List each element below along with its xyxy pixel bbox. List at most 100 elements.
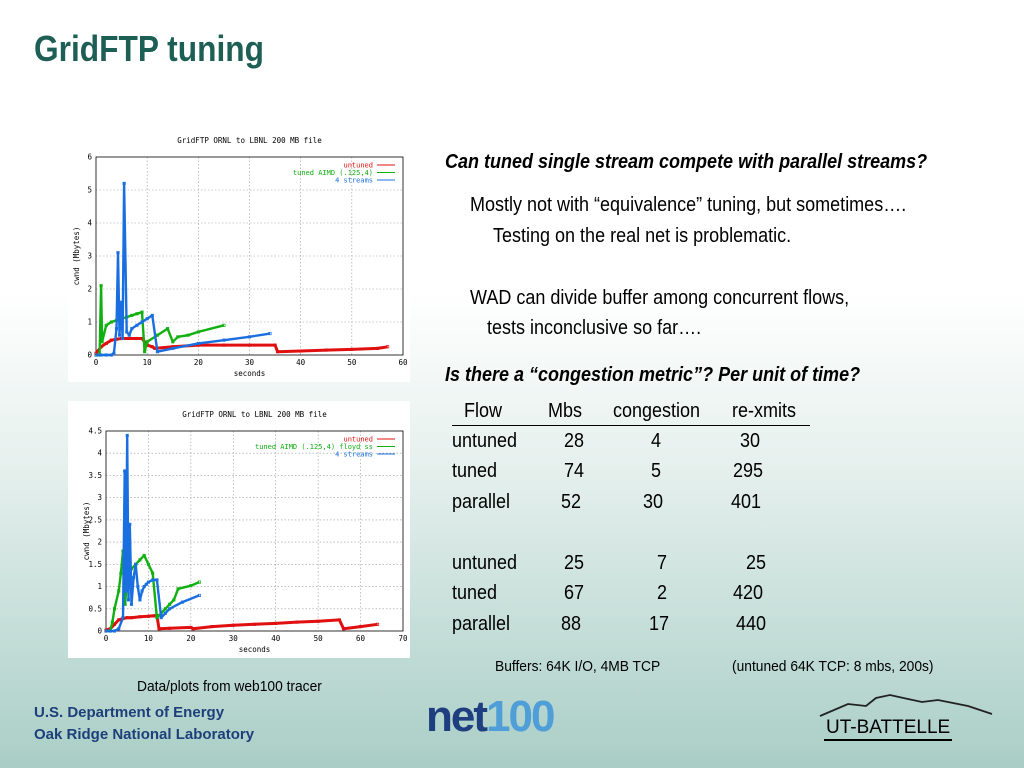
question-congestion: Is there a “congestion metric”? Per unit… — [445, 364, 861, 386]
series-2-point — [104, 323, 108, 327]
header-flow: Flow — [464, 400, 503, 422]
x-axis-label: seconds — [239, 645, 271, 654]
series-3-point — [140, 589, 144, 593]
series-1-point — [324, 348, 328, 352]
table-row-4-rexmits: 25 — [746, 552, 767, 574]
series-2-point — [119, 571, 123, 575]
x-tick-label: 10 — [144, 634, 154, 643]
table-row-3-flow: parallel — [452, 491, 511, 513]
series-3-point — [117, 627, 121, 631]
chart-title: GridFTP ORNL to LBNL 200 MB file — [177, 136, 322, 145]
series-3-point — [112, 629, 117, 633]
series-3-point — [222, 338, 226, 342]
series-1-point — [375, 346, 379, 350]
series-3-point — [132, 576, 136, 580]
series-3-point — [104, 629, 108, 633]
chart-2: GridFTP ORNL to LBNL 200 MB file 0 10 20 30 4… — [68, 401, 410, 658]
series-1-point — [276, 350, 280, 354]
series-2-point — [112, 607, 117, 611]
series-3-point — [150, 313, 154, 317]
series-1-point — [350, 347, 354, 351]
series-3-point — [128, 522, 132, 526]
series-3-point — [112, 351, 116, 355]
series-line-1 — [105, 613, 378, 632]
x-tick-label: 50 — [347, 358, 357, 367]
point2-line2: tests inconclusive so far…. — [487, 317, 702, 339]
series-3-point — [163, 611, 167, 615]
series-line-3 — [106, 434, 200, 633]
point2-line1: WAD can divide buffer among concurrent f… — [470, 287, 850, 309]
series-1-point — [109, 338, 113, 342]
table-row-4-mbs: 25 — [564, 552, 585, 574]
series-2-point — [197, 580, 201, 584]
x-tick-label: 40 — [296, 358, 306, 367]
series-3-point — [136, 585, 140, 589]
x-tick-label: 10 — [143, 358, 153, 367]
series-3-point — [121, 616, 125, 620]
y-tick-label: 2 — [87, 285, 92, 294]
series-3-point — [155, 350, 159, 354]
series-3-point — [168, 607, 172, 611]
series-3-point — [138, 598, 142, 602]
series-1-point — [157, 627, 161, 631]
series-3-point — [151, 578, 155, 582]
series-2-point — [172, 598, 176, 602]
series-3-point — [180, 600, 184, 604]
chart-title: GridFTP ORNL to LBNL 200 MB file — [182, 410, 327, 419]
series-1-point — [247, 343, 252, 347]
series-1-point — [222, 343, 226, 347]
series-3-point — [109, 353, 113, 357]
table-row-1-mbs: 28 — [564, 430, 585, 452]
y-tick-label: 4 — [87, 219, 92, 228]
y-tick-label: 5 — [87, 186, 92, 195]
series-3-point — [125, 330, 129, 334]
table-row-6-mbs: 88 — [561, 613, 582, 635]
table-row-4-flow: untuned — [452, 552, 518, 574]
series-line-3 — [96, 182, 271, 357]
legend-label-2: tuned AIMD (.125,4) floyd ss — [255, 443, 373, 451]
point1-line1: Mostly not with “equivalence” tuning, bu… — [470, 194, 907, 216]
table-header-rule — [452, 425, 810, 426]
series-2-point — [135, 312, 139, 316]
table-row-6-rexmits: 440 — [736, 613, 767, 635]
series-1-point — [146, 614, 150, 618]
ut-battelle-text: UT-BATTELLE — [824, 717, 953, 741]
buffers-note: Buffers: 64K I/O, 4MB TCP — [495, 658, 661, 675]
series-3-point — [127, 333, 131, 337]
series-3-point — [94, 353, 98, 357]
y-tick-label: 3 — [97, 493, 102, 502]
series-3-point — [135, 323, 139, 327]
series-1-point — [386, 345, 390, 349]
table-row-1-congestion: 4 — [651, 430, 662, 452]
x-tick-label: 20 — [194, 358, 204, 367]
series-3-point — [123, 469, 127, 473]
question-parallel: Can tuned single stream compete with par… — [445, 151, 928, 173]
footer-doe: U.S. Department of Energy — [34, 704, 225, 721]
series-3-point — [159, 616, 163, 620]
x-tick-label: 30 — [229, 634, 239, 643]
series-line-1 — [94, 337, 388, 355]
series-2-point — [168, 602, 172, 606]
series-3-point — [142, 585, 146, 589]
series-3-point — [104, 353, 108, 357]
point1-line2: Testing on the real net is problematic. — [493, 225, 792, 247]
header-congestion: congestion — [613, 400, 701, 422]
ut-battelle-mountain-logo — [819, 694, 993, 717]
series-3-point — [122, 181, 126, 185]
x-tick-label: 0 — [94, 358, 99, 367]
series-1-point — [273, 343, 277, 347]
series-2-point — [176, 335, 180, 339]
y-axis-label: cwnd (Mbytes) — [82, 502, 91, 561]
series-2-point — [100, 340, 104, 344]
chart-1: GridFTP ORNL to LBNL 200 MB file 0 10 20 30 4… — [68, 132, 410, 382]
x-tick-label: 50 — [314, 634, 324, 643]
table-row-5-flow: tuned — [452, 582, 498, 604]
legend-label-1: untuned — [343, 162, 373, 170]
x-tick-label: 20 — [186, 634, 196, 643]
legend-label-2: tuned AIMD (.125,4) — [293, 169, 373, 177]
series-1-point — [316, 619, 320, 623]
series-1-point — [104, 341, 108, 346]
series-1-point — [168, 626, 172, 630]
series-1-point — [274, 621, 278, 625]
